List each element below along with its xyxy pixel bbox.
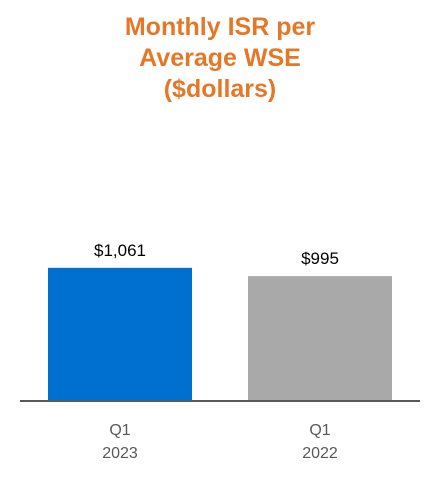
- data-label-1: $995: [301, 249, 339, 268]
- x-tick-label-0-line-2: 2023: [102, 445, 138, 462]
- chart-title-line-1: Monthly ISR per: [124, 13, 316, 41]
- data-label-0: $1,061: [94, 241, 146, 260]
- x-tick-label-0-line-1: Q1: [109, 422, 130, 439]
- chart-title-line-2: Average WSE: [139, 44, 301, 72]
- bar-0: [48, 267, 192, 401]
- chart-title-line-3: ($dollars): [163, 75, 277, 103]
- chart-title: Monthly ISR per Average WSE ($dollars): [0, 12, 440, 105]
- bar-1: [248, 276, 392, 401]
- x-tick-label-1-line-1: Q1: [309, 422, 330, 439]
- x-tick-label-1-line-2: 2022: [302, 445, 338, 462]
